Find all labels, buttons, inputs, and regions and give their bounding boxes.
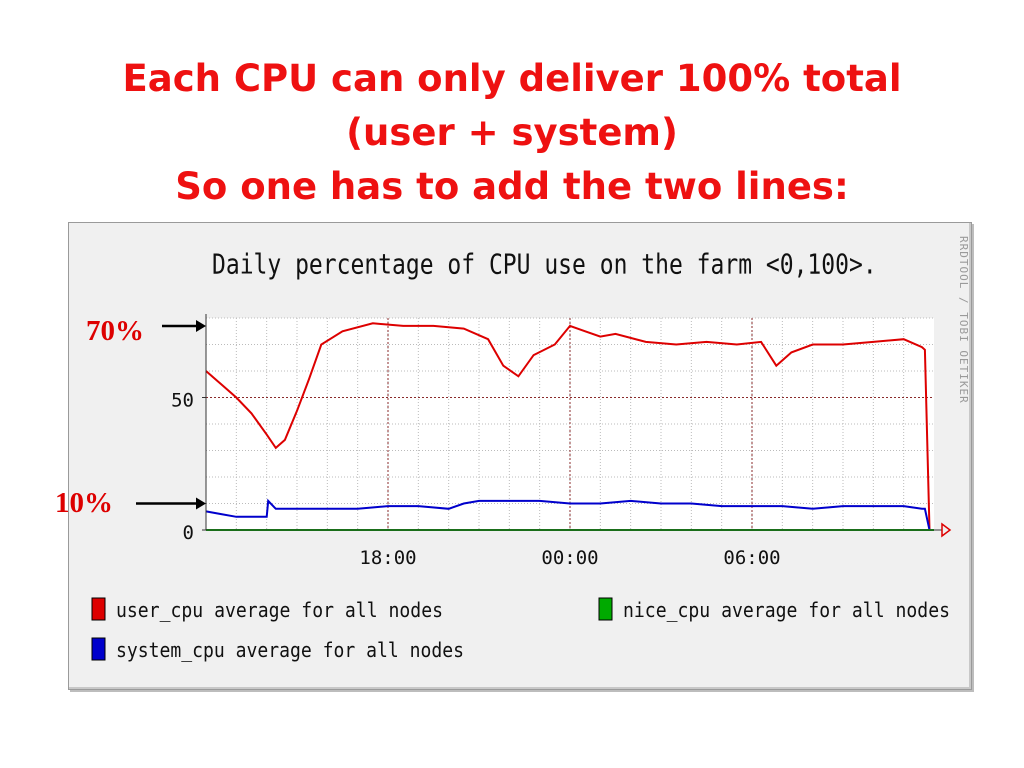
slide-title-line-3: So one has to add the two lines: [175,165,849,208]
slide-title: Each CPU can only deliver 100% total (us… [0,52,1024,214]
x-tick-label: 18:00 [359,547,416,569]
legend-label-user: user_cpu average for all nodes [116,598,443,622]
legend-label-nice: nice_cpu average for all nodes [623,598,950,622]
series-line-user [205,322,934,531]
annotation-10-arrowhead [196,497,206,510]
rrdtool-watermark: RRDTOOL / TOBI OETIKER [957,236,970,404]
series-line-system [205,498,934,531]
legend-swatch-nice [598,597,613,621]
annotation-10-label: 10% [55,487,113,519]
slide-title-line-2: (user + system) [346,111,678,154]
x-tick-label: 00:00 [541,547,598,569]
legend-swatch-user [91,597,106,621]
slide-title-line-1: Each CPU can only deliver 100% total [122,57,902,100]
annotation-70-label: 70% [86,315,144,347]
x-tick-label: 06:00 [723,547,780,569]
y-tick-label: 50 [171,390,194,412]
y-tick-label: 0 [183,522,194,544]
chart-title: Daily percentage of CPU use on the farm … [212,250,877,281]
annotation-70-arrowhead [196,319,206,332]
legend-swatch-system [91,637,106,661]
x-axis-arrow [941,522,952,538]
legend-label-system: system_cpu average for all nodes [116,638,464,662]
